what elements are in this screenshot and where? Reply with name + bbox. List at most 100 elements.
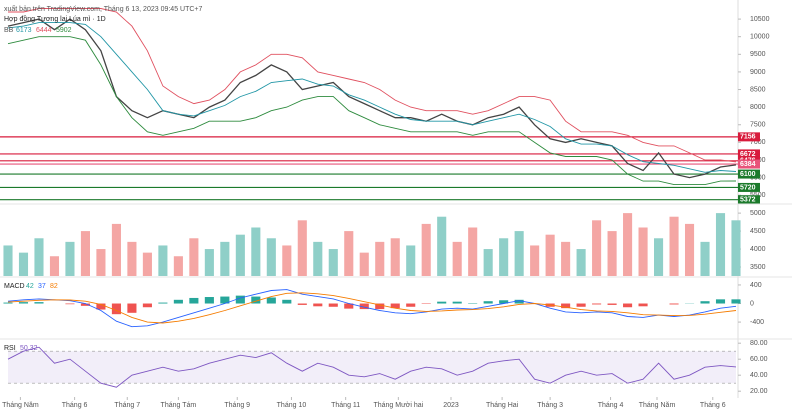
histogram-bar: [204, 297, 214, 304]
volume-bar: [421, 223, 431, 276]
volume-bar: [127, 241, 137, 276]
y-tick-label: 40.00: [750, 372, 768, 379]
histogram-bar: [452, 301, 462, 304]
histogram-bar: [561, 303, 571, 309]
level-label: 6384: [740, 161, 756, 168]
volume-bar: [142, 252, 152, 276]
series-line: [8, 8, 737, 163]
x-tick-label: Tháng 3: [537, 402, 563, 409]
histogram-bar: [328, 303, 338, 307]
volume-bar: [545, 234, 555, 276]
volume-bar: [266, 238, 276, 276]
y-tick-label: 0: [750, 300, 754, 307]
level-tag: [738, 149, 760, 159]
x-tick-label: Tháng Mười hai: [373, 402, 423, 409]
histogram-bar: [220, 296, 230, 304]
x-tick-label: Tháng Hai: [486, 402, 519, 409]
histogram-bar: [173, 299, 183, 304]
x-tick-label: Tháng 11: [331, 402, 360, 409]
level-label: 6672: [740, 151, 756, 158]
volume-bar: [220, 241, 230, 276]
histogram-bar: [499, 300, 509, 304]
volume-bar: [204, 249, 214, 276]
level-tag: [738, 169, 760, 179]
volume-bar: [468, 227, 478, 276]
histogram-bar: [127, 303, 137, 313]
volume-bar: [452, 241, 462, 276]
histogram-bar: [607, 303, 617, 305]
histogram-bar: [700, 301, 710, 304]
histogram-bar: [669, 303, 679, 305]
bb-value: 6173: [16, 27, 32, 34]
pane-title: RSI: [4, 345, 16, 352]
y-tick-label: 10000: [750, 34, 770, 41]
x-tick-label: Tháng 10: [277, 402, 307, 409]
pane-value: 42: [26, 283, 34, 290]
publisher: xuất bản trên TradingView.com, Tháng 6 1…: [4, 4, 203, 13]
histogram-bar: [3, 302, 13, 304]
y-tick-label: 60.00: [750, 356, 768, 363]
histogram-bar: [375, 303, 385, 310]
volume-bar: [530, 245, 540, 276]
chart-title: Hợp đồng Tương lai Lúa mì · 1D: [4, 14, 106, 23]
volume-bar: [654, 238, 664, 276]
volume-bar: [483, 249, 493, 276]
volume-bar: [592, 220, 602, 276]
histogram-bar: [313, 303, 323, 307]
histogram-bar: [282, 299, 292, 304]
volume-bar: [49, 256, 60, 276]
rsi-band: [8, 351, 736, 384]
volume-bar: [344, 231, 354, 276]
histogram-bar: [514, 299, 524, 304]
y-tick-label: 20.00: [750, 388, 768, 395]
volume-bar: [514, 231, 524, 276]
volume-bar: [111, 223, 121, 276]
volume-bar: [669, 216, 679, 276]
volume-bar: [313, 241, 323, 276]
series-line: [7, 289, 737, 328]
y-tick-label: -400: [750, 319, 764, 326]
histogram-bar: [111, 303, 121, 315]
histogram-bar: [576, 303, 586, 307]
histogram-bar: [189, 297, 199, 304]
x-tick-label: Tháng 7: [114, 402, 140, 409]
volume-bar: [328, 249, 338, 276]
volume-bar: [623, 213, 633, 276]
volume-bar: [235, 234, 245, 276]
volume-bar: [251, 227, 261, 276]
histogram-bar: [406, 303, 416, 307]
volume-bar: [576, 249, 586, 276]
pane-title: MACD: [4, 283, 25, 290]
volume-bar: [607, 231, 617, 276]
volume-bar: [715, 213, 726, 276]
histogram-bar: [251, 296, 261, 304]
x-tick-label: Tháng Năm: [2, 402, 39, 409]
y-tick-label: 400: [750, 282, 762, 289]
histogram-bar: [80, 303, 90, 306]
volume-bar: [700, 241, 710, 276]
y-tick-label: 9500: [750, 51, 766, 58]
histogram-bar: [592, 303, 602, 305]
histogram-bar: [483, 301, 493, 304]
x-tick-label: Tháng 6: [700, 402, 726, 409]
volume-bar: [65, 241, 75, 276]
y-tick-label: 10500: [750, 16, 770, 23]
level-label: 7156: [740, 134, 756, 141]
x-tick-label: Tháng 6: [62, 402, 88, 409]
bb-value: 6444: [36, 27, 52, 34]
histogram-bar: [266, 297, 276, 304]
volume-bar: [189, 238, 199, 276]
y-tick-label: 9000: [750, 69, 766, 76]
y-tick-label: 7000: [750, 139, 766, 146]
volume-bar: [638, 227, 648, 276]
volume-bar: [297, 220, 307, 276]
volume-bar: [499, 238, 509, 276]
histogram-bar: [638, 303, 648, 307]
histogram-bar: [142, 303, 152, 308]
pane-value: 37: [38, 283, 46, 290]
histogram-bar: [158, 302, 168, 304]
histogram-bar: [344, 303, 354, 309]
x-tick-label: Tháng 9: [224, 402, 250, 409]
y-tick-label: 8000: [750, 104, 766, 111]
y-tick-label: 4000: [750, 246, 766, 253]
